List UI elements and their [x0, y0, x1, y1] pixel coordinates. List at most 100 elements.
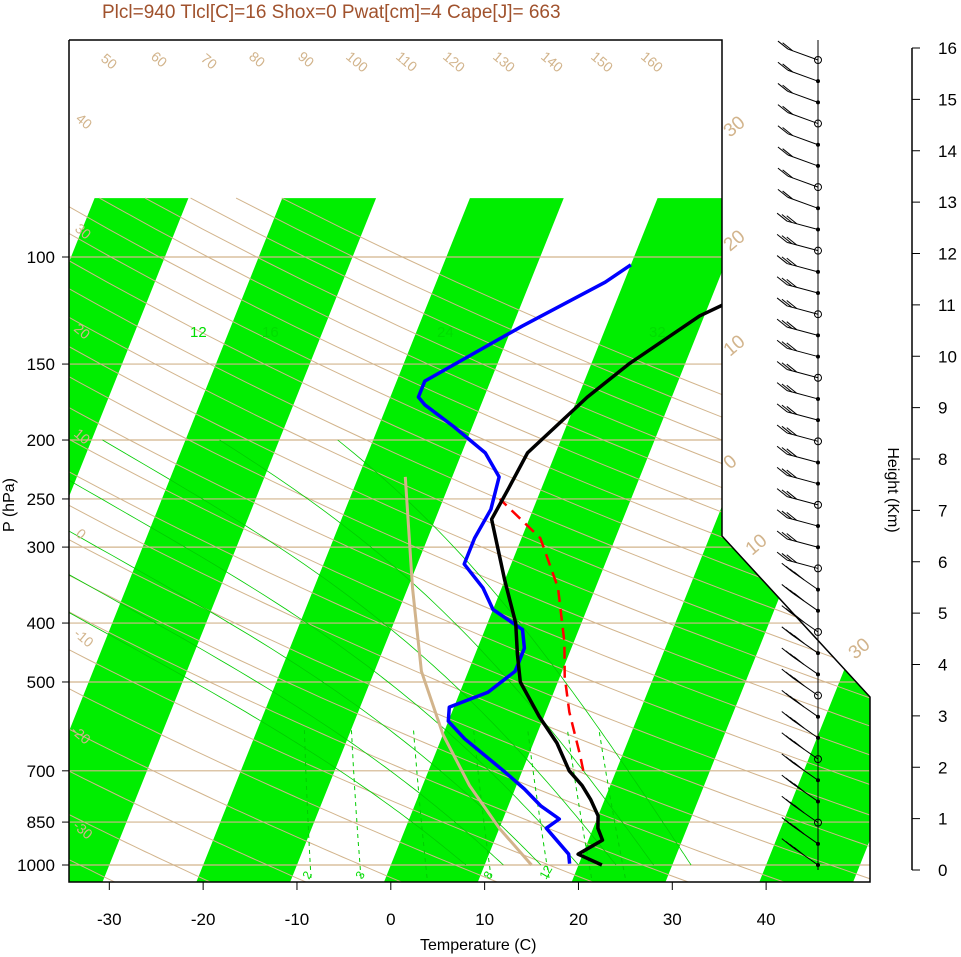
moist-labels: 12 16 24 32 — [190, 324, 666, 341]
mixing-ratio-labels: 2 3 8 12 — [299, 863, 555, 882]
wind-barb — [776, 551, 822, 573]
wind-barb — [776, 509, 820, 529]
wind-barb — [777, 61, 820, 84]
y-axis-label: P (hPa) — [1, 478, 18, 532]
x-tick-label: -30 — [97, 910, 122, 929]
mixing-ratio-line — [473, 730, 492, 878]
height-tick-label: 1 — [938, 810, 947, 829]
height-axis-label: Height (Km) — [884, 447, 901, 532]
dry-adiabat — [69, 197, 870, 882]
wind-barb — [776, 276, 820, 296]
p-tick-label: 250 — [27, 490, 55, 509]
wind-barb — [777, 125, 820, 147]
mixing-ratio-line — [598, 730, 626, 878]
isotherm-big-label: 0 — [720, 451, 742, 474]
wind-barb — [776, 297, 822, 319]
height-tick-label: 6 — [938, 553, 947, 572]
wind-barb — [781, 753, 820, 783]
p-tick-label: 200 — [27, 431, 55, 450]
wind-barb — [776, 488, 822, 509]
dry-adiabat — [69, 197, 870, 882]
mixing-ratio-line — [413, 730, 428, 878]
dry-adiabat — [69, 197, 870, 882]
wind-barb — [776, 403, 820, 423]
wind-barb — [776, 339, 820, 359]
dry-adiabat — [69, 197, 615, 882]
dry-adiabat — [69, 197, 870, 882]
wind-barb — [781, 605, 822, 636]
wind-barb — [777, 104, 822, 128]
dry-adiabat — [69, 197, 870, 882]
x-axis: -30 -20 -10 0 10 20 30 40 — [97, 881, 776, 929]
isotherm-big-label: 30 — [720, 112, 750, 142]
x-tick-label: -10 — [285, 910, 310, 929]
moist-adiabat-label: 24 — [437, 324, 454, 341]
x-tick-label: 20 — [569, 910, 588, 929]
moist-adiabat — [102, 439, 617, 866]
height-tick-label: 9 — [938, 399, 947, 418]
moist-adiabat-label: 16 — [262, 324, 279, 341]
wind-barb — [776, 318, 820, 338]
wind-barb — [781, 626, 820, 656]
dewpoint-line — [416, 263, 632, 864]
wind-barb — [777, 188, 820, 211]
isotherm-band — [0, 198, 1, 890]
dry-adiabat — [69, 197, 870, 882]
moist-adiabats — [69, 439, 692, 866]
isotherm-band — [756, 198, 870, 882]
isotherm-band — [69, 198, 189, 882]
p-tick-label: 300 — [27, 538, 55, 557]
x-tick-label: -20 — [191, 910, 216, 929]
dry-adiabat — [69, 197, 422, 882]
isotherm-big-label: 10 — [720, 331, 750, 361]
wind-barb — [781, 562, 820, 592]
isotherm-big-label: 30 — [845, 634, 875, 664]
x-tick-label: 40 — [757, 910, 776, 929]
dry-adiabat — [69, 197, 870, 882]
moist-adiabat — [69, 487, 542, 866]
dry-adiabat — [69, 197, 229, 882]
moist-adiabat — [69, 555, 467, 866]
wind-barb — [777, 40, 822, 64]
dry-adiabat — [69, 197, 870, 882]
wind-barb — [777, 83, 820, 105]
moist-adiabat — [337, 439, 692, 866]
height-tick-label: 16 — [938, 39, 957, 58]
height-tick-label: 10 — [938, 347, 957, 366]
wind-barb — [776, 212, 820, 232]
wind-barb — [781, 732, 822, 764]
mixing-ratio-line — [527, 730, 550, 878]
wind-barb — [781, 647, 820, 677]
height-tick-label: 11 — [938, 296, 956, 315]
plot-frame — [68, 39, 871, 883]
parcel-line — [498, 498, 585, 772]
p-tick-label: 850 — [27, 813, 55, 832]
dry-adiabats — [69, 197, 870, 882]
wind-barb — [776, 467, 820, 486]
height-tick-label: 8 — [938, 450, 947, 469]
dry-adiabat — [69, 197, 870, 882]
moist-adiabat-label: 32 — [649, 324, 666, 341]
x-tick-label: 30 — [663, 910, 682, 929]
wind-barb — [776, 530, 820, 550]
height-tick-label: 14 — [938, 142, 957, 161]
mixing-ratio-line — [350, 730, 362, 878]
wind-barb — [776, 255, 820, 274]
p-tick-label: 400 — [27, 614, 55, 633]
p-tick-label: 100 — [27, 248, 55, 267]
wind-barb — [776, 382, 820, 401]
moist-adiabat-label: 12 — [190, 324, 207, 341]
height-tick-label: 3 — [938, 707, 947, 726]
mixing-ratio-label: 12 — [536, 863, 555, 882]
height-tick-label: 0 — [938, 861, 947, 880]
isotherm-big-label: 10 — [742, 530, 772, 560]
wind-barb — [777, 146, 820, 168]
sounding-series — [403, 258, 841, 867]
pressure-axis: 100 150 200 250 300 400 500 700 850 1000 — [17, 248, 69, 875]
wind-barb — [781, 795, 822, 827]
height-tick-label: 4 — [938, 656, 947, 675]
moist-adiabat — [69, 439, 579, 866]
dry-adiabat — [69, 197, 870, 882]
dry-adiabat — [69, 197, 808, 882]
